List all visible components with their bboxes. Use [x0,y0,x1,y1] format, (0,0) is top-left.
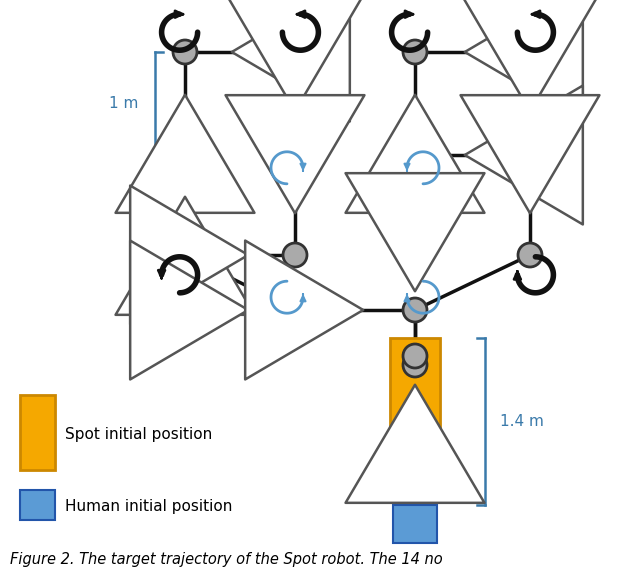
Circle shape [283,243,307,267]
Text: Human initial position: Human initial position [65,500,232,515]
Circle shape [403,408,427,432]
Circle shape [283,40,307,64]
Circle shape [518,143,542,167]
Text: 1.4 m: 1.4 m [500,414,544,429]
Circle shape [403,143,427,167]
Text: 1 m: 1 m [109,96,138,111]
Circle shape [403,40,427,64]
Text: Figure 2. The target trajectory of the Spot robot. The 14 no: Figure 2. The target trajectory of the S… [10,552,443,567]
Bar [20,490,55,520]
Circle shape [518,243,542,267]
Circle shape [173,243,197,267]
Circle shape [403,344,427,368]
Circle shape [283,143,307,167]
Text: Spot initial position: Spot initial position [65,428,212,443]
Circle shape [403,298,427,322]
Circle shape [403,353,427,377]
Bar [393,505,437,543]
Bar [390,338,440,448]
Bar [20,395,55,470]
Circle shape [173,143,197,167]
Circle shape [283,298,307,322]
Circle shape [518,40,542,64]
Circle shape [173,40,197,64]
